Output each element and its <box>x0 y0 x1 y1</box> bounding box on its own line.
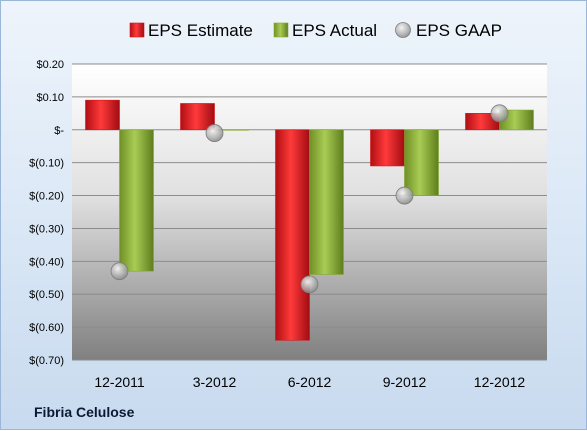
x-tick-label: 9-2012 <box>383 374 427 390</box>
legend-swatch <box>273 22 289 38</box>
bar-eps-estimate <box>180 103 215 131</box>
y-tick-label: $(0.30) <box>29 223 64 235</box>
y-tick-label: $0.10 <box>36 92 64 104</box>
legend-swatch <box>129 22 145 38</box>
marker-eps-gaap <box>395 186 414 205</box>
y-tick-label: $0.20 <box>36 59 64 71</box>
bar-eps-estimate <box>85 99 120 131</box>
legend-label: EPS GAAP <box>416 21 502 40</box>
y-tick-label: $(0.60) <box>29 322 64 334</box>
x-tick-label: 6-2012 <box>288 374 332 390</box>
x-tick-label: 3-2012 <box>193 374 237 390</box>
bar-eps-estimate <box>275 129 310 341</box>
y-tick-label: $(0.20) <box>29 191 64 203</box>
bar-eps-estimate <box>370 129 405 167</box>
bar-eps-actual <box>404 129 439 196</box>
marker-eps-gaap <box>490 104 509 123</box>
legend-swatch <box>395 22 411 38</box>
y-tick-label: $(0.10) <box>29 158 64 170</box>
gaap-markers <box>110 104 509 294</box>
x-tick-label: 12-2011 <box>94 374 145 390</box>
legend-label: EPS Actual <box>292 21 377 40</box>
y-axis: $0.20 $0.10 $- $(0.10) $(0.20) $(0.30) $(0.40)… <box>29 59 64 367</box>
marker-eps-gaap <box>205 124 224 142</box>
x-axis: 12-2011 3-2012 6-2012 9-2012 12-2012 <box>94 374 525 390</box>
bar-eps-actual <box>119 129 154 272</box>
marker-eps-gaap <box>110 262 129 281</box>
legend: EPS Estimate EPS Actual EPS GAAP <box>129 21 502 40</box>
legend-label: EPS Estimate <box>148 21 253 40</box>
company-label: Fibria Celulose <box>34 404 135 420</box>
bar-eps-actual <box>309 129 344 275</box>
y-tick-label: $(0.50) <box>29 289 64 301</box>
x-tick-label: 12-2012 <box>474 374 526 390</box>
y-tick-label: $(0.70) <box>29 355 64 367</box>
y-tick-label: $(0.40) <box>29 256 64 268</box>
y-tick-label: $- <box>54 125 64 137</box>
bars <box>85 99 534 341</box>
marker-eps-gaap <box>300 275 319 294</box>
